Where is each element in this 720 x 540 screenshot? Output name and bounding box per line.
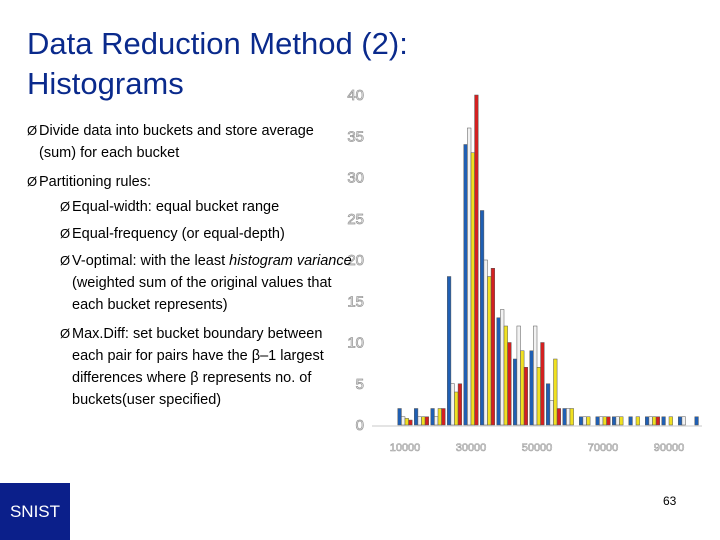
histogram-bar	[451, 384, 455, 425]
histogram-bar	[533, 326, 537, 425]
histogram-bar	[422, 417, 426, 425]
histogram-bar	[596, 417, 600, 425]
histogram-bar	[541, 343, 545, 426]
histogram-bar	[570, 409, 574, 426]
histogram-bar	[484, 260, 488, 425]
histogram-bar	[612, 417, 616, 425]
sub-bullet-pre: V-optimal: with the least	[72, 253, 229, 269]
title-line-1: Data Reduction Method (2):	[27, 24, 408, 64]
bullet-text: Divide data into buckets and store avera…	[39, 120, 349, 164]
histogram-bar	[546, 384, 550, 425]
histogram-bar	[405, 418, 409, 425]
x-tick-label: 70000	[588, 442, 619, 454]
sub-bullet-text: Equal-frequency (or equal-depth)	[72, 223, 357, 245]
histogram-bar	[447, 277, 451, 426]
histogram-bar	[649, 417, 653, 425]
sub-bullet-text: Max.Diff: set bucket boundary between ea…	[72, 323, 357, 411]
histogram-bar	[504, 326, 508, 425]
histogram-bar	[464, 145, 468, 426]
histogram-bar	[517, 326, 521, 425]
histogram-bar	[530, 351, 534, 425]
y-tick-label: 30	[347, 170, 364, 187]
histogram-bar	[508, 343, 512, 426]
histogram-bar	[669, 417, 673, 425]
histogram-bar	[579, 417, 583, 425]
histogram-bar	[491, 268, 495, 425]
histogram-bar	[488, 277, 492, 426]
bullet-marker-icon: Ø	[60, 196, 70, 218]
sub-bullet-text: Equal-width: equal bucket range	[72, 196, 357, 218]
histogram-bar	[636, 417, 640, 425]
histogram-bar	[678, 417, 682, 425]
histogram-bar	[414, 409, 418, 426]
histogram-bar	[398, 409, 402, 426]
histogram-bar	[409, 420, 413, 425]
histogram-bar	[583, 417, 587, 425]
histogram-bar	[656, 417, 660, 425]
y-tick-label: 35	[347, 128, 364, 145]
y-tick-label: 0	[356, 417, 364, 434]
histogram-bar	[616, 417, 620, 425]
bullet-marker-icon: Ø	[60, 223, 70, 245]
x-tick-label: 10000	[390, 442, 421, 454]
histogram-bar	[629, 417, 633, 425]
histogram-bar	[599, 417, 603, 425]
x-tick-label: 30000	[456, 442, 487, 454]
histogram-bar	[695, 417, 699, 425]
histogram-bar	[458, 384, 462, 425]
bullet-marker-icon: Ø	[60, 250, 70, 272]
sub-bullet-post: (weighted sum of the original values tha…	[72, 275, 332, 313]
y-tick-label: 40	[347, 87, 364, 104]
histogram-bar	[480, 211, 484, 426]
histogram-bar	[431, 409, 435, 426]
x-tick-label: 50000	[522, 442, 553, 454]
bullet-marker-icon: Ø	[27, 120, 37, 142]
page-number: 63	[663, 494, 676, 508]
bullet-marker-icon: Ø	[27, 171, 37, 193]
histogram-bar	[500, 310, 504, 426]
histogram-bar	[587, 417, 591, 425]
bullet-text: Partitioning rules:	[39, 171, 349, 193]
histogram-bar	[497, 318, 501, 425]
x-tick-label: 90000	[654, 442, 685, 454]
histogram-bar	[442, 409, 446, 426]
histogram-bar	[438, 409, 442, 426]
histogram-bar	[524, 367, 528, 425]
histogram-bar	[434, 417, 438, 425]
histogram-bar	[682, 417, 686, 425]
histogram-bar	[471, 153, 475, 425]
histogram-bar	[550, 400, 554, 425]
histogram-bar	[521, 351, 525, 425]
histogram-bar	[475, 95, 479, 425]
histogram-bar	[620, 417, 624, 425]
histogram-bar	[467, 128, 471, 425]
bullet-marker-icon: Ø	[60, 323, 70, 345]
histogram-bar	[563, 409, 567, 426]
histogram-bar	[662, 417, 666, 425]
histogram-bar	[566, 409, 570, 426]
histogram-bar	[401, 417, 405, 425]
histogram-bar	[557, 409, 561, 426]
histogram-bar	[607, 417, 611, 425]
histogram-bar	[418, 417, 422, 425]
histogram-bar	[645, 417, 649, 425]
sub-bullet-emphasis: histogram variance	[229, 253, 352, 269]
histogram-bar	[425, 417, 429, 425]
histogram-bar	[513, 359, 517, 425]
sub-bullet-text: V-optimal: with the least histogram vari…	[72, 250, 357, 316]
snist-logo: SNIST	[0, 483, 70, 540]
histogram-bar	[653, 417, 657, 425]
histogram-bar	[603, 417, 607, 425]
histogram-bar	[455, 392, 459, 425]
histogram-bar	[554, 359, 558, 425]
histogram-bar	[537, 367, 541, 425]
